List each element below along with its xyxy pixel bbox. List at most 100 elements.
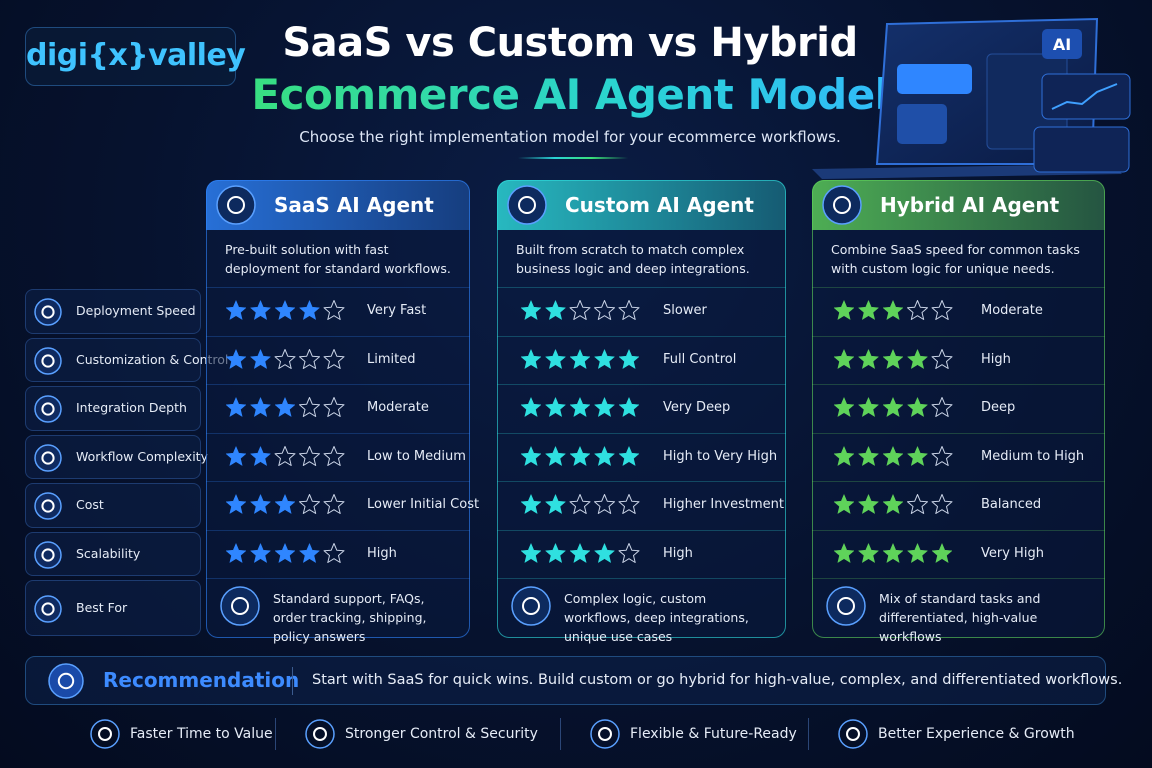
- star-rating: [225, 397, 345, 417]
- star-rating: [225, 348, 345, 369]
- star-empty: [323, 397, 345, 417]
- star-filled: [833, 494, 855, 514]
- column-description: Built from scratch to match complex busi…: [516, 242, 750, 276]
- star-filled: [520, 445, 542, 466]
- icon-dot: [41, 548, 55, 562]
- star-filled: [545, 494, 566, 514]
- icon-circle: [826, 586, 866, 626]
- column-description: Combine SaaS speed for common tasks with…: [831, 242, 1080, 276]
- star-empty: [299, 445, 320, 466]
- star-rating: [520, 348, 640, 369]
- row-divider: [812, 384, 1105, 385]
- star-filled: [882, 348, 904, 369]
- star-filled: [250, 348, 271, 369]
- separator: [292, 667, 293, 695]
- star-rating: [833, 300, 953, 320]
- star-filled: [250, 494, 271, 514]
- row-divider: [206, 529, 470, 531]
- subtitle: Choose the right implementation model fo…: [299, 128, 841, 146]
- icon-dot: [598, 727, 612, 741]
- recommendation-bar: Recommendation Start with SaaS for quick …: [25, 656, 1122, 705]
- icon-dot: [98, 727, 112, 741]
- star-filled: [594, 445, 615, 466]
- icon-circle: [838, 719, 868, 749]
- column-frame: [497, 180, 786, 638]
- criterion-row: Integration Depth: [25, 386, 201, 431]
- row-divider: [497, 529, 786, 531]
- star-rating: [225, 494, 345, 514]
- column-description: Pre-built solution with fast deployment …: [225, 242, 451, 276]
- star-filled: [858, 300, 879, 320]
- logo-box: digi{x}valley: [25, 27, 246, 86]
- row-divider: [206, 578, 470, 579]
- star-filled: [545, 397, 566, 417]
- row-divider: [812, 529, 1105, 531]
- star-empty: [274, 445, 296, 466]
- icon: [216, 185, 256, 225]
- star-filled: [907, 397, 928, 417]
- star-filled: [882, 300, 904, 320]
- icon-circle: [48, 663, 84, 699]
- criterion-row: Customization & Control: [25, 337, 228, 382]
- icon: [590, 719, 620, 749]
- criterion-label: Scalability: [76, 545, 141, 561]
- star-filled: [858, 494, 879, 514]
- star-filled: [545, 348, 566, 369]
- star-filled: [225, 300, 247, 320]
- star-filled: [520, 542, 542, 563]
- star-rating: [225, 542, 345, 563]
- criterion-label: Best For: [76, 600, 128, 615]
- star-empty: [323, 348, 345, 369]
- star-rating: [520, 445, 640, 466]
- rating-label: Very Deep: [663, 400, 731, 415]
- column-title: SaaS AI Agent: [274, 193, 434, 217]
- star-filled: [250, 542, 271, 563]
- rating-label: Slower: [663, 303, 707, 318]
- star-filled: [250, 445, 271, 466]
- icon-dot: [41, 602, 55, 616]
- icon-dot: [41, 354, 55, 368]
- row-divider: [812, 578, 1105, 579]
- rating-label: High: [663, 545, 693, 561]
- star-filled: [833, 397, 855, 417]
- star-filled: [225, 542, 247, 563]
- star-empty: [299, 494, 320, 514]
- star-empty: [907, 300, 928, 320]
- separator: [560, 718, 561, 750]
- star-filled: [833, 445, 855, 466]
- rating-label: Limited: [367, 351, 416, 367]
- recommendation-label: Recommendation: [103, 668, 300, 692]
- icon: [34, 444, 62, 472]
- rating-label: Higher Investment: [663, 497, 784, 512]
- star-empty: [931, 445, 953, 466]
- star-filled: [520, 494, 542, 514]
- icon-dot: [846, 727, 860, 741]
- icon: [838, 719, 868, 749]
- star-empty: [618, 494, 640, 514]
- star-filled: [569, 445, 591, 466]
- icon-circle: [34, 347, 62, 375]
- star-empty: [323, 494, 345, 514]
- icon-circle: [305, 719, 335, 749]
- star-filled: [594, 348, 615, 369]
- title: SaaS vs Custom vs Hybrid: [282, 20, 858, 66]
- star-rating: [520, 300, 640, 320]
- star-filled: [569, 348, 591, 369]
- star-rating: [833, 542, 953, 563]
- column-frame: [812, 180, 1105, 638]
- column-frame: [206, 180, 470, 638]
- icon: [48, 663, 84, 699]
- icon-dot: [41, 451, 55, 465]
- icon: [90, 719, 120, 749]
- star-filled: [274, 542, 296, 563]
- star-filled: [833, 542, 855, 563]
- star-filled: [545, 445, 566, 466]
- icon-circle: [220, 586, 260, 626]
- icon-circle: [590, 719, 620, 749]
- star-filled: [250, 397, 271, 417]
- benefit: Flexible & Future-Ready: [630, 726, 797, 742]
- star-empty: [323, 542, 345, 563]
- criterion-label: Integration Depth: [76, 400, 187, 416]
- icon-circle: [507, 185, 547, 225]
- icon-circle: [34, 541, 62, 569]
